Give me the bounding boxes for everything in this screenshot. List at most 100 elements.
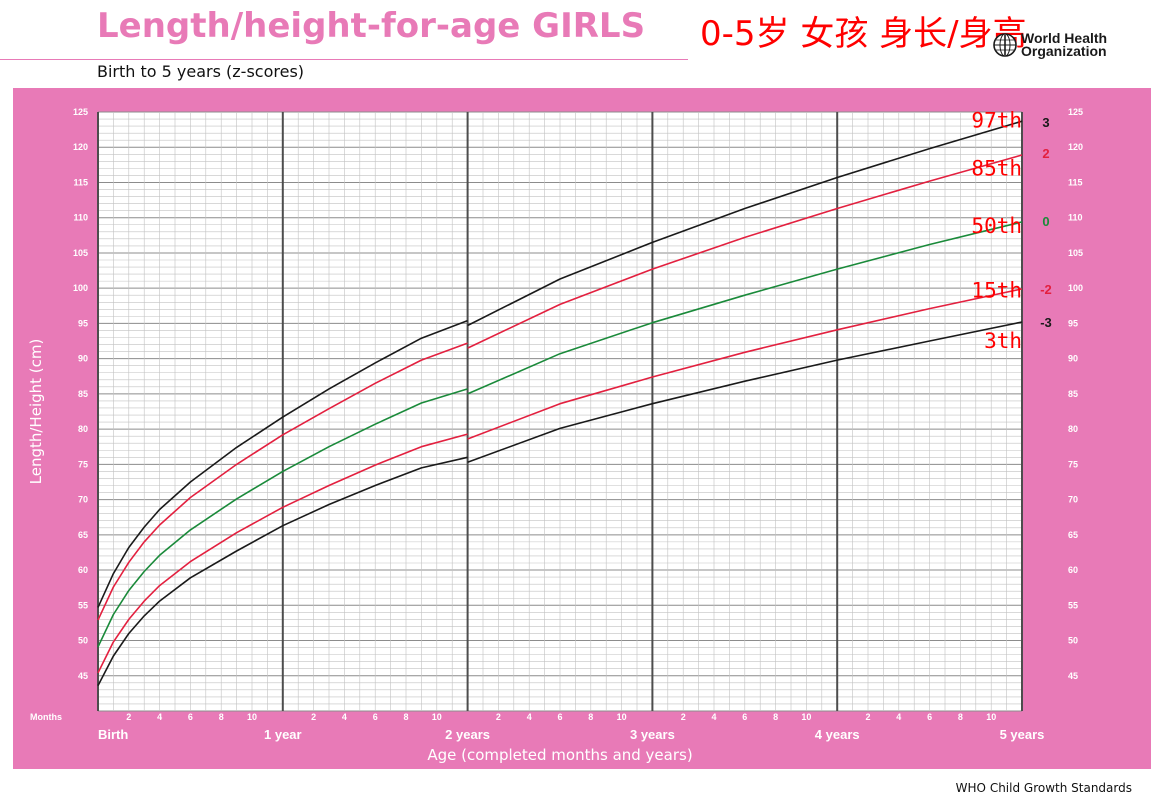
month-tick-label: 6 [188, 712, 193, 722]
month-tick-label: 2 [681, 712, 686, 722]
month-tick-label: 4 [527, 712, 532, 722]
percentile-annotation: 3th [984, 329, 1022, 353]
y-tick-label-right: 110 [1068, 213, 1083, 223]
month-tick-label: 6 [373, 712, 378, 722]
y-tick-label-right: 60 [1068, 565, 1078, 575]
month-tick-label: 2 [311, 712, 316, 722]
y-tick-label-right: 80 [1068, 424, 1078, 434]
y-tick-label-right: 55 [1068, 600, 1078, 610]
months-label: Months [30, 712, 62, 722]
y-tick-label-left: 85 [78, 389, 88, 399]
organization-name: World Health Organization [1021, 30, 1108, 59]
page-title-chinese: 0-5岁 女孩 身长/身高 [700, 14, 1027, 54]
y-tick-label-left: 105 [73, 248, 88, 258]
globe-emblem-icon [993, 33, 1017, 57]
series-line-2-length [97, 388, 468, 648]
month-tick-label: 8 [958, 712, 963, 722]
y-tick-label-right: 45 [1068, 671, 1078, 681]
series-line-0-height [467, 321, 1023, 463]
y-tick-label-left: 120 [73, 142, 88, 152]
month-tick-label: 2 [496, 712, 501, 722]
y-tick-label-right: 115 [1068, 177, 1083, 187]
series-line-3-height [467, 154, 1023, 349]
series-line-1-height [467, 288, 1023, 440]
series-line-2-height [467, 221, 1023, 395]
month-tick-label: 2 [126, 712, 131, 722]
y-tick-label-left: 100 [73, 283, 88, 293]
footer-source: WHO Child Growth Standards [955, 781, 1132, 795]
month-tick-label: 8 [773, 712, 778, 722]
month-tick-label: 10 [247, 712, 257, 722]
month-tick-label: 2 [865, 712, 870, 722]
percentile-annotation: 15th [971, 278, 1022, 302]
y-axis-label: Length/Height (cm) [27, 339, 45, 485]
percentile-annotation: 50th [971, 214, 1022, 238]
month-tick-label: 8 [588, 712, 593, 722]
y-tick-label-right: 70 [1068, 495, 1078, 505]
y-tick-label-right: 65 [1068, 530, 1078, 540]
y-tick-label-left: 45 [78, 671, 88, 681]
y-tick-label-right: 95 [1068, 318, 1078, 328]
org-line-1: World Health [1021, 30, 1108, 46]
who-logo: World Health Organization [992, 30, 1108, 59]
page-title: Length/height-for-age GIRLS [97, 6, 646, 46]
y-tick-label-left: 65 [78, 530, 88, 540]
y-tick-label-right: 100 [1068, 283, 1083, 293]
month-tick-label: 4 [157, 712, 162, 722]
percentile-annotation: 97th [971, 108, 1022, 132]
y-tick-label-left: 115 [73, 177, 88, 187]
month-tick-label: 10 [617, 712, 627, 722]
y-tick-label-left: 95 [78, 318, 88, 328]
y-tick-label-right: 50 [1068, 636, 1078, 646]
y-tick-label-left: 55 [78, 600, 88, 610]
y-tick-label-right: 75 [1068, 459, 1078, 469]
curves [97, 120, 1023, 686]
year-label: Birth [98, 727, 128, 742]
org-line-2: Organization [1021, 43, 1107, 59]
year-label: 4 years [815, 727, 860, 742]
title-underline [0, 59, 688, 60]
month-tick-label: 6 [557, 712, 562, 722]
x-axis-label: Age (completed months and years) [427, 746, 692, 764]
y-tick-label-left: 110 [73, 213, 88, 223]
year-label: 3 years [630, 727, 675, 742]
y-tick-label-left: 125 [73, 107, 88, 117]
month-tick-label: 10 [986, 712, 996, 722]
month-tick-label: 6 [742, 712, 747, 722]
month-tick-label: 4 [342, 712, 347, 722]
grid [97, 111, 1023, 712]
percentile-annotation: 85th [971, 156, 1022, 180]
month-tick-label: 10 [801, 712, 811, 722]
y-tick-label-right: 120 [1068, 142, 1083, 152]
series-line-1-length [97, 433, 468, 674]
series-line-4-length [97, 319, 468, 608]
y-tick-label-left: 75 [78, 459, 88, 469]
y-tick-label-right: 105 [1068, 248, 1083, 258]
year-label: 1 year [264, 727, 302, 742]
y-tick-label-right: 85 [1068, 389, 1078, 399]
month-tick-label: 6 [927, 712, 932, 722]
y-tick-label-left: 60 [78, 565, 88, 575]
page-subtitle: Birth to 5 years (z-scores) [97, 62, 305, 81]
z-score-label: 0 [1042, 214, 1049, 229]
z-score-label: -3 [1040, 315, 1052, 330]
month-tick-label: 10 [432, 712, 442, 722]
z-score-label: 2 [1042, 146, 1049, 161]
y-tick-label-left: 50 [78, 636, 88, 646]
y-tick-label-left: 80 [78, 424, 88, 434]
series-line-4-height [467, 120, 1023, 327]
y-tick-label-left: 70 [78, 495, 88, 505]
year-label: 5 years [1000, 727, 1045, 742]
month-tick-label: 4 [711, 712, 716, 722]
series-line-3-length [97, 342, 468, 621]
series-line-0-length [97, 456, 468, 686]
year-label: 2 years [445, 727, 490, 742]
z-score-label: 3 [1042, 115, 1049, 130]
month-tick-label: 8 [219, 712, 224, 722]
y-tick-label-right: 125 [1068, 107, 1083, 117]
y-tick-label-left: 90 [78, 354, 88, 364]
month-tick-label: 4 [896, 712, 901, 722]
y-tick-label-right: 90 [1068, 354, 1078, 364]
month-tick-label: 8 [403, 712, 408, 722]
